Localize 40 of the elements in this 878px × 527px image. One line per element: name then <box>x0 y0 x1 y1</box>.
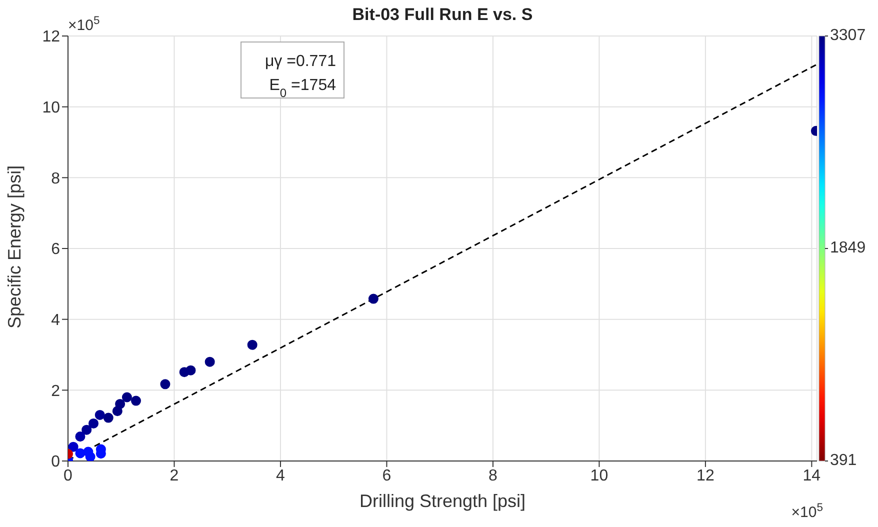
annotation: E$_{0}$ =1754 <box>269 77 336 100</box>
y-tick-label: 12 <box>42 28 60 46</box>
point <box>68 442 78 452</box>
annotation: μγ =0.771 <box>264 53 336 70</box>
point <box>83 446 94 457</box>
chart-title: Bit-03 Full Run E vs. S <box>352 5 533 24</box>
y-tick-label: 2 <box>51 382 60 400</box>
point <box>122 392 132 402</box>
y-tick-label: 0 <box>51 454 60 471</box>
y-axis-title: Specific Energy [psi] <box>4 165 24 328</box>
point <box>179 367 190 378</box>
x-tick-label: 0 <box>64 467 73 484</box>
color-bar-label: 1849 <box>830 240 866 257</box>
y-tick-label: 4 <box>51 312 60 330</box>
color-bar-label: 3307 <box>830 27 866 44</box>
x-tick-label: 14 <box>802 467 821 484</box>
x-tick-label: 4 <box>276 467 286 484</box>
text: ×10$^{5}$ <box>68 15 100 34</box>
x-tick-label: 2 <box>170 467 179 484</box>
x-tick-label: 6 <box>382 467 392 484</box>
point <box>112 406 122 416</box>
point <box>130 396 142 406</box>
point <box>160 379 170 390</box>
y-tick-label: 8 <box>51 170 60 188</box>
x-tick-label: 10 <box>590 467 608 484</box>
point <box>88 418 99 428</box>
y-tick-label: 10 <box>42 100 60 117</box>
x-axis-title: Drilling Strength [psi] <box>359 491 526 511</box>
point <box>82 424 92 435</box>
color-bar-label: 391 <box>830 452 857 470</box>
point <box>368 294 378 304</box>
y-tick-label: 6 <box>51 241 60 258</box>
point <box>94 410 105 420</box>
point <box>75 432 86 442</box>
x-tick-label: 12 <box>696 467 714 484</box>
text: ×10$^{5}$ <box>791 502 823 521</box>
x-tick-label: 8 <box>488 467 498 484</box>
point <box>103 412 114 423</box>
point <box>204 356 215 367</box>
point <box>247 340 258 350</box>
